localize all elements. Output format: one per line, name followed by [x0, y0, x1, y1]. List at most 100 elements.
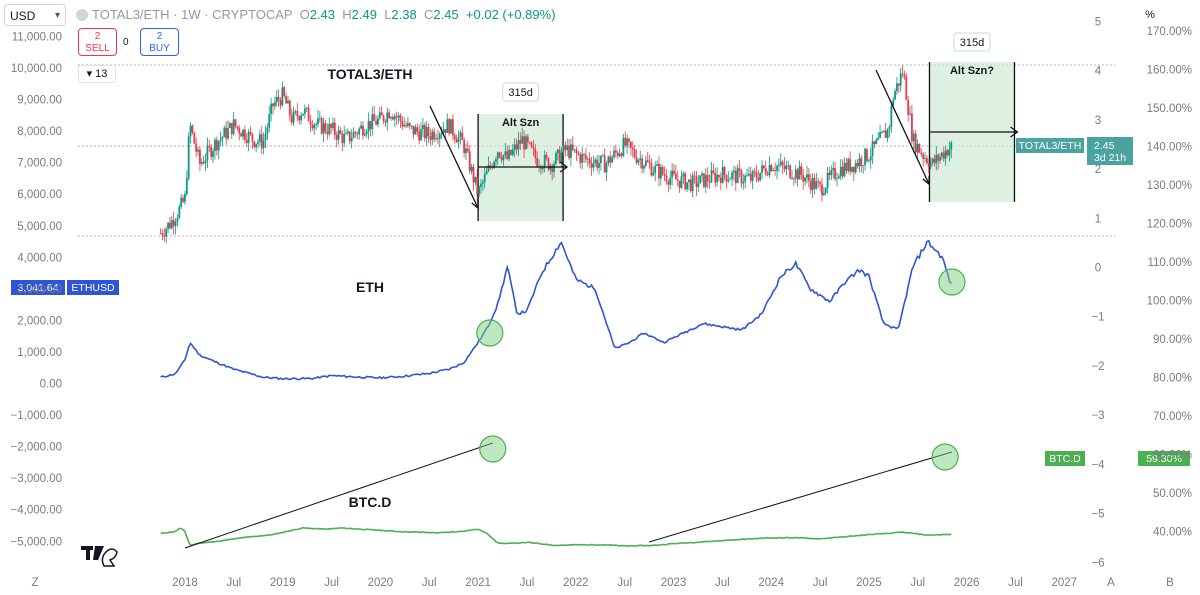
candle-body — [570, 144, 572, 157]
candle-body — [295, 111, 297, 112]
candle-body — [429, 136, 431, 140]
candle-body — [677, 179, 679, 180]
candle-body — [649, 162, 651, 164]
candle-body — [917, 144, 919, 152]
candle-body — [201, 162, 203, 164]
candle-body — [748, 174, 750, 176]
candle-body — [628, 139, 630, 142]
symbol-title[interactable]: TOTAL3/ETH · 1W · CRYPTOCAP — [92, 7, 292, 22]
candle-body — [280, 100, 282, 105]
candle-body — [583, 154, 585, 155]
candle-body — [825, 188, 827, 193]
candle-body — [456, 139, 458, 142]
candle-body — [666, 176, 668, 182]
candle-body — [866, 149, 868, 161]
candle-body — [696, 176, 698, 187]
ratio-axis-label: 4 — [1095, 66, 1102, 78]
indicators-toggle[interactable]: ▾ 13 — [78, 65, 116, 83]
candle-body — [877, 138, 879, 140]
candle-body — [890, 106, 892, 127]
candle-body — [566, 145, 568, 150]
candle-body — [905, 77, 907, 100]
high-value: 2.49 — [352, 7, 377, 22]
percent-axis-label: 160.00% — [1147, 65, 1192, 77]
candle-body — [771, 165, 773, 171]
currency-selector[interactable]: USD ▾ — [4, 4, 66, 26]
candle-body — [531, 143, 533, 148]
candle-body — [815, 181, 817, 189]
candle-body — [950, 142, 952, 149]
percent-scale-button[interactable]: % — [1138, 5, 1162, 25]
x-axis-label: Jul — [617, 577, 632, 589]
candle-body — [688, 179, 690, 182]
candle-body — [549, 166, 551, 170]
candle-body — [261, 134, 263, 148]
candle-body — [814, 178, 816, 189]
auto-scale-a-button[interactable]: A — [1107, 577, 1115, 589]
candle-body — [932, 159, 934, 163]
candle-body — [763, 165, 765, 168]
candle-body — [791, 178, 793, 179]
chart-canvas[interactable]: Alt Szn315dAlt Szn?315dTOTAL3/ETHETHBTC.… — [0, 0, 1200, 595]
candle-body — [860, 158, 862, 166]
candle-body — [669, 178, 671, 185]
candle-body — [742, 182, 744, 184]
candle-body — [769, 165, 771, 175]
sell-button[interactable]: 2 SELL — [78, 28, 117, 56]
candle-body — [371, 114, 373, 129]
candle-body — [486, 171, 488, 174]
candle-body — [195, 143, 197, 151]
candle-body — [823, 193, 825, 195]
x-axis-label: Jul — [715, 577, 730, 589]
buy-button[interactable]: 2 BUY — [140, 28, 179, 56]
candle-body — [555, 153, 557, 164]
candle-body — [844, 163, 846, 176]
auto-scale-z-button[interactable]: Z — [31, 577, 38, 589]
candle-body — [214, 140, 216, 151]
candle-body — [162, 233, 164, 235]
x-axis-label: Jul — [813, 577, 828, 589]
candle-body — [609, 156, 611, 162]
candle-body — [291, 115, 293, 122]
candle-body — [326, 132, 328, 135]
candle-body — [401, 121, 403, 126]
candle-body — [900, 74, 902, 86]
candle-body — [853, 167, 855, 172]
eth-breakout-circle — [477, 320, 503, 346]
candle-body — [506, 151, 508, 159]
candle-body — [561, 153, 563, 164]
ratio-axis-label: −4 — [1091, 459, 1105, 471]
auto-scale-b-button[interactable]: B — [1166, 577, 1174, 589]
open-label: O — [300, 7, 310, 22]
candle-body — [424, 125, 426, 138]
drop-arrow-2 — [876, 70, 929, 184]
candle-body — [789, 165, 791, 177]
candle-body — [223, 128, 225, 137]
candle-body — [817, 181, 819, 182]
candle-body — [733, 171, 735, 173]
candle-body — [210, 147, 212, 157]
candle-body — [808, 174, 810, 180]
candle-body — [480, 184, 482, 187]
candle-body — [699, 175, 701, 183]
x-axis-label: 2022 — [563, 577, 589, 589]
candle-body — [615, 151, 617, 153]
candle-body — [694, 176, 696, 177]
candle-body — [351, 138, 353, 141]
candle-body — [240, 134, 242, 137]
candle-body — [913, 134, 915, 142]
percent-axis-label: 70.00% — [1153, 411, 1192, 423]
candle-body — [883, 131, 885, 132]
percent-axis-label: 40.00% — [1153, 527, 1192, 539]
candle-body — [467, 149, 469, 152]
percent-axis-label: 120.00% — [1147, 219, 1192, 231]
candle-body — [920, 153, 922, 155]
candle-body — [673, 171, 675, 174]
candle-body — [634, 150, 636, 158]
candle-body — [874, 141, 876, 144]
candle-body — [855, 163, 857, 172]
candle-body — [830, 170, 832, 175]
candle-body — [233, 119, 235, 134]
candle-body — [647, 160, 649, 162]
candle-body — [859, 158, 861, 166]
